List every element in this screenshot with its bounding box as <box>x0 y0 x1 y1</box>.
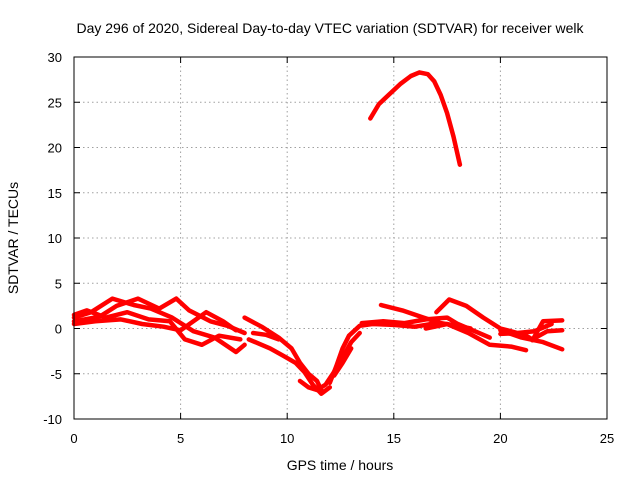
y-axis-label: SDTVAR / TECUs <box>5 182 21 294</box>
x-tick-label: 25 <box>600 431 614 446</box>
series-sat-4 <box>71 309 239 333</box>
series-sat-1 <box>71 296 247 355</box>
y-tick-label: 5 <box>55 276 62 291</box>
series-sat-3 <box>71 308 243 348</box>
y-tick-label: 15 <box>48 186 62 201</box>
x-tick-label: 5 <box>177 431 184 446</box>
data-series <box>71 70 565 396</box>
series-sat-9 <box>327 320 439 386</box>
y-tick-label: 25 <box>48 95 62 110</box>
y-tick-label: -5 <box>50 367 62 382</box>
y-tick-label: -10 <box>43 412 62 427</box>
x-tick-label: 20 <box>493 431 507 446</box>
x-tick-label: 15 <box>387 431 401 446</box>
series-sat-2 <box>71 296 247 336</box>
y-tick-label: 30 <box>48 50 62 65</box>
y-tick-label: 20 <box>48 141 62 156</box>
y-tick-label: 0 <box>55 322 62 337</box>
series-sat-14 <box>423 321 529 353</box>
x-tick-label: 0 <box>70 431 77 446</box>
series-sat-12 <box>378 302 473 331</box>
series-sat-13 <box>434 297 554 336</box>
x-axis-label: GPS time / hours <box>287 457 394 473</box>
series-sat-7 <box>250 330 281 342</box>
x-tick-label: 10 <box>280 431 294 446</box>
chart-title: Day 296 of 2020, Sidereal Day-to-day VTE… <box>76 20 584 36</box>
series-sat-10 <box>331 346 354 378</box>
series-sat-18 <box>368 70 463 167</box>
plot-frame <box>73 56 608 420</box>
y-tick-label: 10 <box>48 231 62 246</box>
series-sat-17 <box>530 318 565 343</box>
series-sat-5 <box>242 315 324 393</box>
